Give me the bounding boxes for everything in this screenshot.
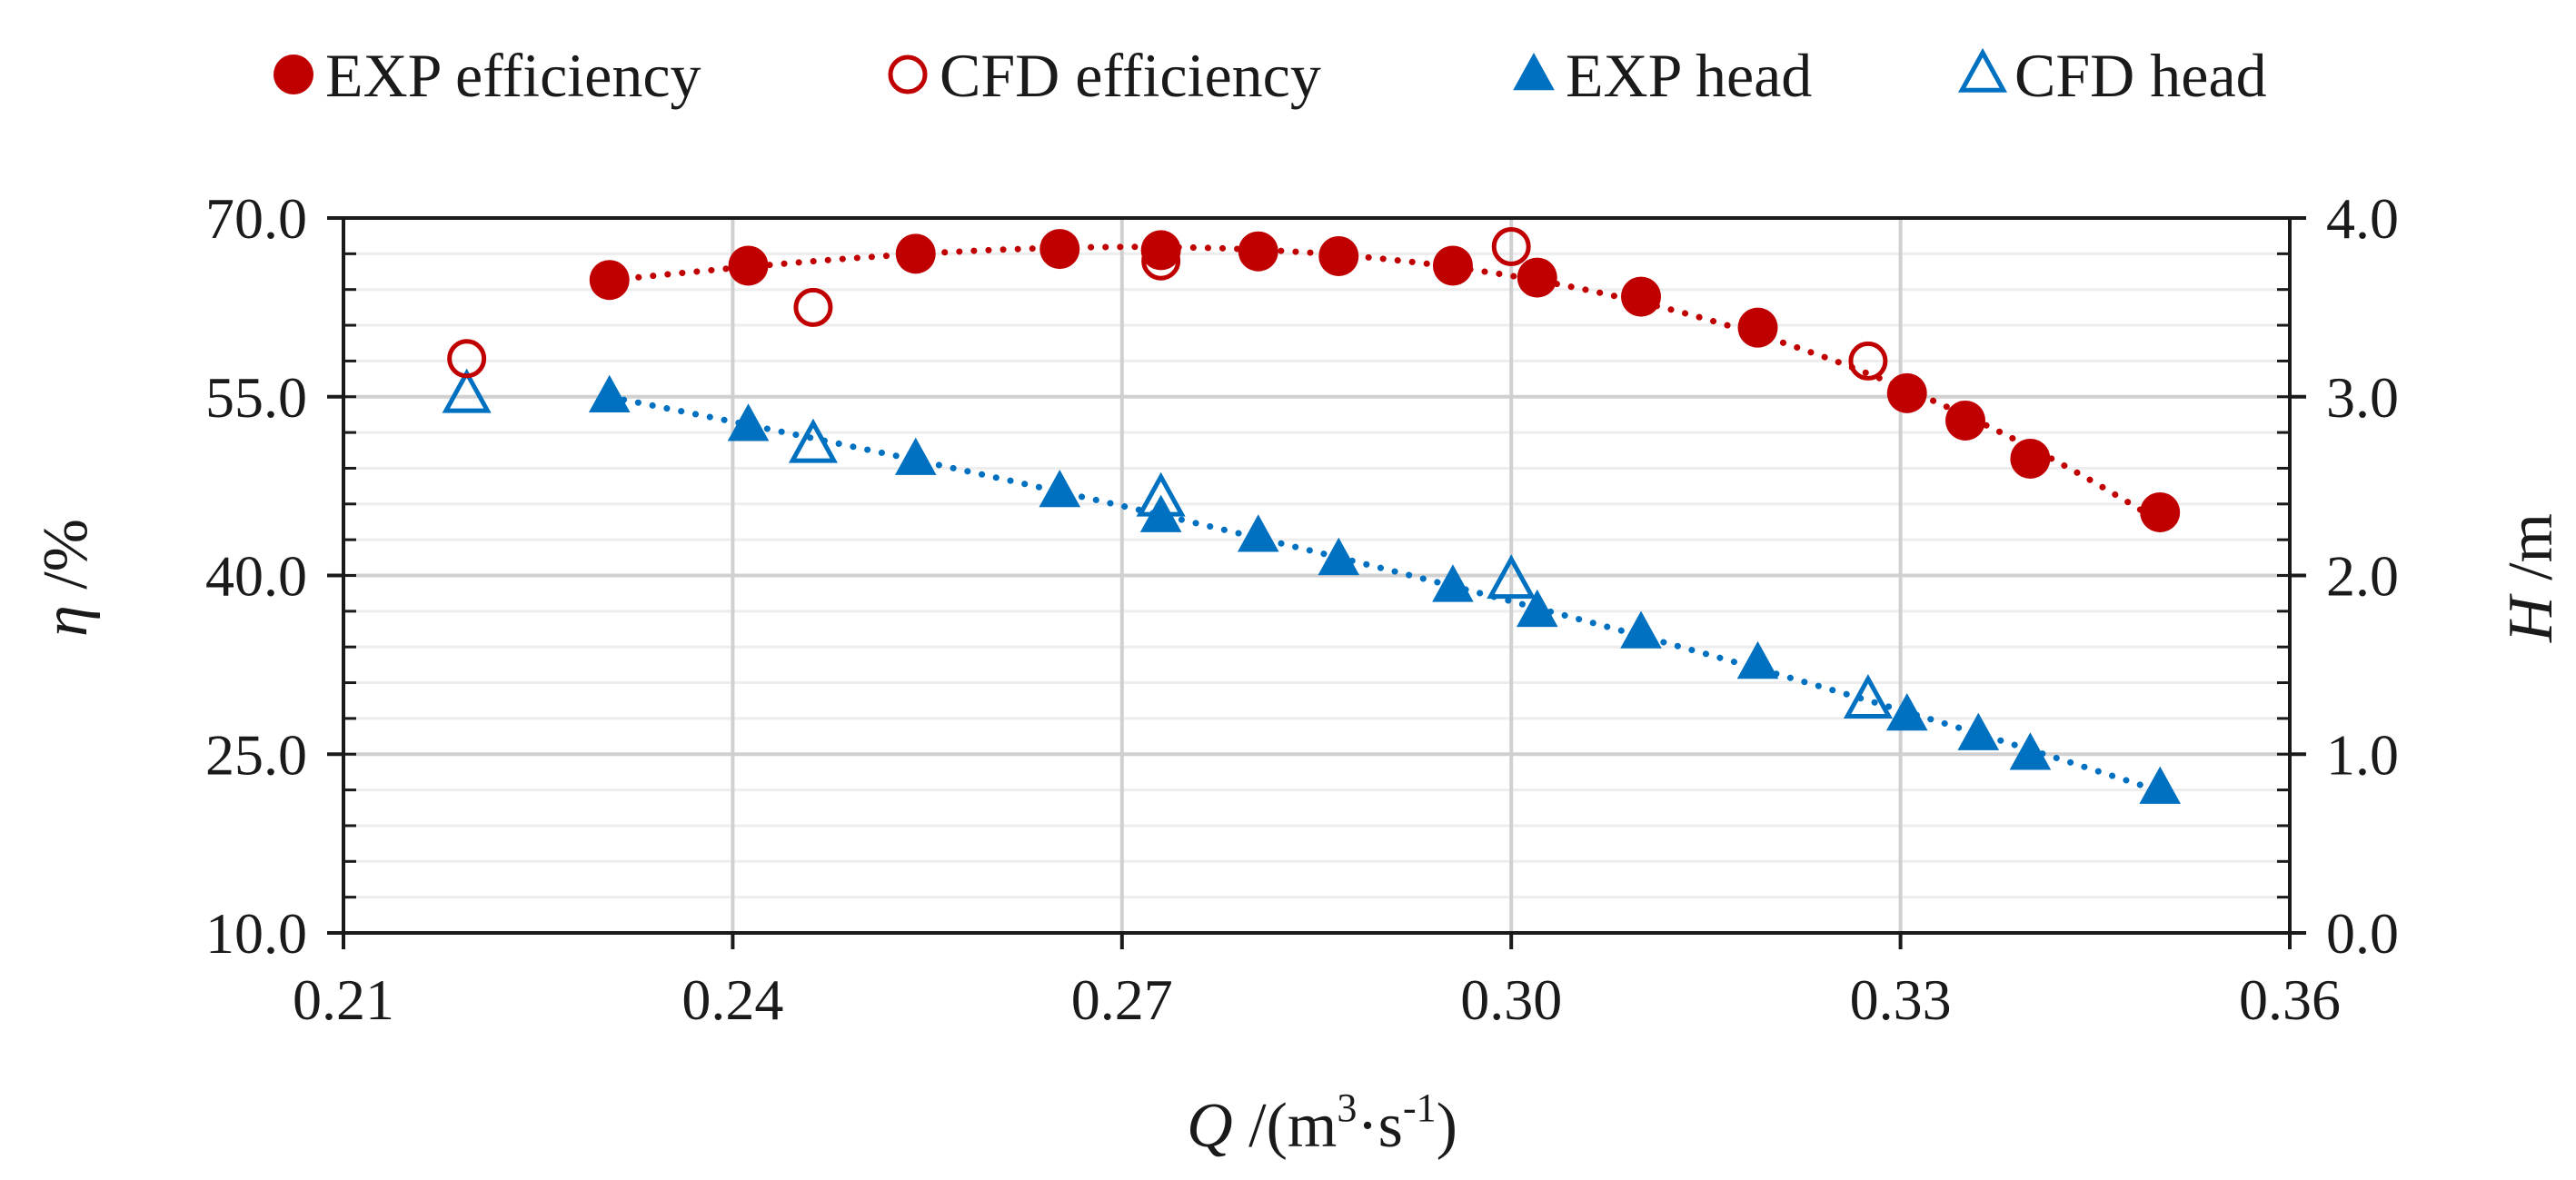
cfd-efficiency-point [1848, 341, 1888, 381]
exp-head-point [1039, 470, 1081, 508]
x-tick-label: 0.33 [1850, 967, 1952, 1032]
exp-head-point [1620, 610, 1662, 649]
cfd-head-point [788, 418, 838, 463]
exp-efficiency-legend-marker [274, 55, 313, 94]
cfd-head-point [1843, 674, 1893, 719]
exp-efficiency-point [1238, 231, 1278, 272]
y-right-tick-label: 2.0 [2326, 544, 2399, 609]
cfd-efficiency-point [793, 287, 833, 327]
exp-efficiency-point [2010, 438, 2051, 479]
exp-head-point [1432, 564, 1474, 602]
y-right-tick-label: 4.0 [2326, 186, 2399, 251]
gridlines [343, 218, 2290, 933]
exp-head-point [588, 374, 631, 413]
cfd-efficiency-point [1491, 226, 1531, 266]
legend: EXP efficiency CFD efficiency EXP head CFD … [274, 41, 2267, 110]
x-tick-label: 0.36 [2239, 967, 2341, 1032]
exp-efficiency-trendline [606, 243, 2163, 526]
cfd-efficiency-point [447, 339, 487, 379]
y-left-tick-label: 40.0 [205, 544, 307, 609]
exp-head-point [1318, 537, 1360, 576]
exp-head-point [727, 403, 770, 441]
y-left-tick-label: 55.0 [205, 365, 307, 430]
exp-head-point [2009, 732, 2052, 770]
exp-head-point [2139, 766, 2181, 804]
exp-head-point [894, 437, 937, 475]
y-left-tick-label: 25.0 [205, 722, 307, 787]
exp-efficiency-point [1945, 400, 1985, 441]
cfd-head-point [1487, 554, 1537, 600]
tick-labels: 0.21 0.24 0.27 0.30 0.33 0.36 10.0 25.0 40.0 55.0… [205, 186, 2399, 1032]
exp-efficiency-point [1886, 372, 1927, 413]
x-tick-label: 0.27 [1071, 967, 1173, 1032]
exp-efficiency-point [1432, 245, 1473, 286]
exp-efficiency-legend-label: EXP efficiency [325, 41, 701, 110]
y-right-tick-label: 3.0 [2326, 365, 2399, 430]
exp-efficiency-point [2140, 491, 2181, 532]
exp-head-point [1957, 712, 2000, 750]
data-points [442, 226, 2181, 804]
y-axis-right-title: H /m [2496, 513, 2566, 643]
y-right-tick-label: 1.0 [2326, 722, 2399, 787]
x-axis-title: Q /(m3·s-1) [1187, 1086, 1457, 1161]
y-axis-left-title: η /% [31, 519, 101, 637]
x-tick-label: 0.30 [1460, 967, 1562, 1032]
cfd-head-point [1136, 471, 1186, 517]
plot-frame [327, 216, 2306, 949]
cfd-efficiency-legend-label: CFD efficiency [940, 41, 1321, 110]
exp-efficiency-point [1318, 235, 1359, 276]
cfd-efficiency-legend-marker [888, 55, 928, 94]
y-right-tick-label: 0.0 [2326, 901, 2399, 966]
y-left-tick-label: 70.0 [205, 186, 307, 251]
cfd-head-legend-marker [1957, 47, 2008, 93]
x-tick-label: 0.24 [681, 967, 783, 1032]
exp-efficiency-point [1517, 257, 1557, 298]
exp-efficiency-point [1621, 276, 1661, 317]
exp-efficiency-point [589, 260, 630, 301]
x-tick-label: 0.21 [293, 967, 394, 1032]
exp-efficiency-point [1140, 230, 1181, 271]
exp-efficiency-point [895, 233, 936, 274]
exp-head-point [1237, 514, 1279, 552]
cfd-head-legend-label: CFD head [2014, 41, 2267, 110]
exp-head-point [1885, 692, 1928, 731]
exp-efficiency-point [728, 245, 769, 286]
cfd-head-point [442, 368, 492, 413]
trendlines [606, 243, 2163, 795]
exp-head-legend-label: EXP head [1566, 41, 1812, 110]
exp-head-trendline [606, 393, 2163, 795]
exp-efficiency-point [1737, 307, 1778, 348]
cfd-efficiency-point [1141, 241, 1181, 281]
y-left-tick-label: 10.0 [205, 901, 307, 966]
exp-head-legend-marker [1513, 53, 1555, 91]
exp-head-point [1516, 589, 1558, 628]
exp-efficiency-point [1039, 229, 1080, 270]
exp-head-point [1736, 640, 1779, 679]
